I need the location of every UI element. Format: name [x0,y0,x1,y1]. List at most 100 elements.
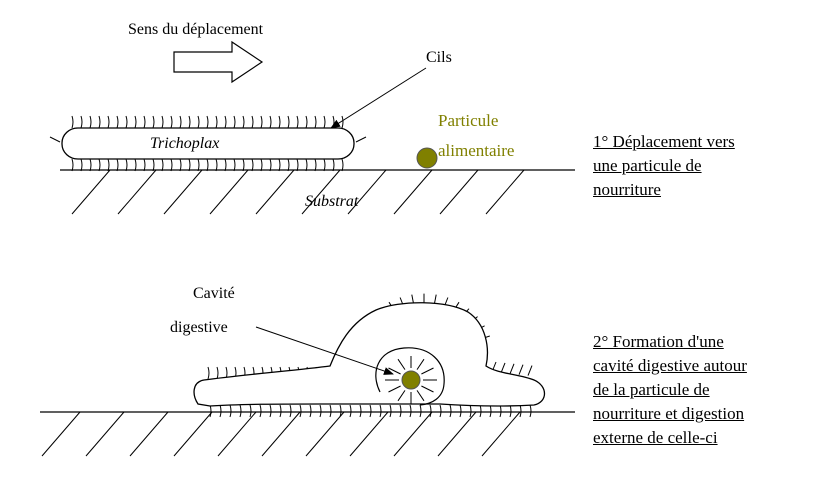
cilium [116,158,119,172]
cilium [296,115,299,129]
cilium [233,115,236,129]
cilium [529,404,532,418]
substrate-hatching-1 [71,169,525,215]
food-particle-2 [401,370,421,390]
trichoplax-label: Trichoplax [150,135,219,152]
hatch-stroke [393,411,433,457]
cilium [278,115,281,129]
cilium [107,115,110,129]
inner-cilium [397,390,406,402]
cilium [224,158,227,172]
cilium [98,158,101,172]
cilium [260,158,263,172]
hatch-stroke [129,411,169,457]
inner-cilium [416,390,425,402]
caption-step-2-line: externe de celle-ci [593,428,718,447]
cilium [161,158,164,172]
hatch-stroke [173,411,213,457]
cilium [449,404,452,418]
cilium [107,158,110,172]
cilia-pointer [330,67,427,129]
cilium [209,404,212,418]
caption-step-1-line: nourriture [593,180,661,199]
cilium [319,404,322,418]
cilium [469,404,472,418]
cilium [197,158,200,172]
cilium [233,158,236,172]
cavity-label-line2: digestive [170,319,228,336]
inner-cilium [397,358,406,370]
caption-step-1-line: 1° Déplacement vers [593,132,735,151]
cilium [323,158,326,172]
cilium [305,115,308,129]
caption-step-1-line: une particule de [593,156,702,175]
cilium [239,404,242,418]
cilium [242,115,245,129]
cilium [134,158,137,172]
cilium [260,115,263,129]
cilium [134,115,137,129]
trichoplax-body-1 [61,127,355,160]
cilium [161,115,164,129]
cilium [80,158,83,172]
hatch-stroke [261,411,301,457]
cilium [509,363,515,374]
cilium [379,404,382,418]
hatch-stroke [71,169,111,215]
cilia-label: Cils [426,49,452,66]
cavity-inner-cilia [385,356,437,404]
cilium [116,115,119,129]
cilium [143,115,146,129]
cilium [224,115,227,129]
cilium [269,115,272,129]
cilium [305,158,308,172]
hatch-stroke [41,411,81,457]
cilium [269,158,272,172]
cilium [179,115,182,129]
cilium [269,404,272,418]
cilium [278,158,281,172]
cilium [332,115,335,129]
substrate-label: Substrat [305,193,359,210]
cilium [399,404,402,418]
cilium [152,115,155,129]
hatch-stroke [485,169,525,215]
cilium [229,404,232,418]
cilium [259,404,262,418]
cilium [355,136,367,143]
cilium [242,158,245,172]
hatch-stroke [347,169,387,215]
cilium [188,158,191,172]
cilium [309,404,312,418]
cilium [409,404,412,418]
cilium [125,115,128,129]
cilium [287,115,290,129]
cilium [206,158,209,172]
inner-cilium [421,385,434,393]
cilium [206,115,209,129]
cilium [339,404,342,418]
inner-cilium [416,358,425,370]
direction-arrow [173,40,264,84]
cilium [323,115,326,129]
caption-step-2-line: 2° Formation d'une [593,332,724,351]
cilium [170,158,173,172]
hatch-stroke [117,169,157,215]
cilium [299,404,302,418]
cilium [518,364,524,375]
cilium [329,404,332,418]
caption-step-2-line: cavité digestive autour [593,356,747,375]
cilium [332,158,335,172]
cilium [349,404,352,418]
cilium [287,158,290,172]
cilium [207,366,210,380]
trichoplax-body-2 [193,302,546,407]
cilium [439,404,442,418]
cavity-label-line1: Cavité [193,285,235,302]
hatch-stroke [393,169,433,215]
cilium [359,404,362,418]
cilium [429,404,432,418]
digestive-cavity-outline [375,347,445,406]
cilium [71,115,74,129]
